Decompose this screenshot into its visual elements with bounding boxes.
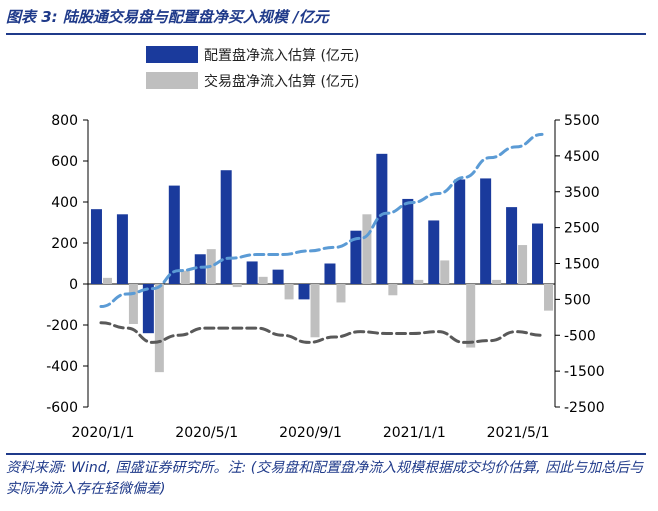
allocation-bar xyxy=(168,185,180,284)
allocation-bar xyxy=(298,284,310,300)
trading-bar xyxy=(232,284,242,288)
allocation-bar xyxy=(480,178,492,284)
allocation-bar xyxy=(428,220,440,284)
trading-bar xyxy=(102,277,112,284)
right-tick-label: 1500 xyxy=(564,257,600,273)
right-tick-label: -1500 xyxy=(564,364,605,380)
right-tick-label: -2500 xyxy=(564,400,605,416)
allocation-bar xyxy=(402,198,414,284)
allocation-bar xyxy=(454,179,466,284)
x-tick-label: 2020/1/1 xyxy=(72,425,135,441)
legend-label-trading: 交易盘净流入估算 (亿元) xyxy=(204,73,359,90)
cumulative-lines xyxy=(99,132,544,344)
x-tick-label: 2021/1/1 xyxy=(383,425,446,441)
trading-bar xyxy=(362,214,372,284)
axes: -600 -400 -200 0 200 400 600 800 -2500 -1500 -500 5… xyxy=(46,113,604,441)
footer-divider xyxy=(6,453,646,455)
trading-bar xyxy=(466,284,476,348)
trading-bar xyxy=(492,279,502,284)
legend-swatch-trading xyxy=(146,72,198,89)
cumulative-allocation-line xyxy=(99,132,544,309)
title-divider xyxy=(6,33,646,35)
trading-bar xyxy=(284,284,294,300)
allocation-bar xyxy=(506,207,518,284)
trading-bar xyxy=(258,276,268,284)
allocation-bar xyxy=(142,284,154,334)
left-tick-label: -600 xyxy=(46,400,78,416)
chart-title: 图表 3: 陆股通交易盘与配置盘净买入规模 /亿元 xyxy=(6,8,329,26)
allocation-bar xyxy=(194,254,206,284)
trading-bar xyxy=(310,284,320,338)
x-tick-label: 2020/9/1 xyxy=(279,425,342,441)
left-tick-label: 200 xyxy=(51,236,78,252)
allocation-bar xyxy=(532,223,544,284)
trading-bar xyxy=(388,284,398,296)
allocation-bar xyxy=(350,230,362,284)
x-tick-label: 2021/5/1 xyxy=(487,425,550,441)
source-note: 资料来源: Wind, 国盛证券研究所。注: (交易盘和配置盘净流入规模根据成交… xyxy=(6,460,644,497)
right-tick-label: 500 xyxy=(564,292,591,308)
x-tick-label: 2020/5/1 xyxy=(175,425,238,441)
allocation-bar xyxy=(220,170,232,284)
legend-label-allocation: 配置盘净流入估算 (亿元) xyxy=(204,47,359,64)
legend: 配置盘净流入估算 (亿元) 交易盘净流入估算 (亿元) xyxy=(146,46,359,90)
left-tick-label: 800 xyxy=(51,113,78,129)
allocation-bar xyxy=(116,214,128,284)
trading-bar xyxy=(414,279,424,284)
allocation-bar xyxy=(324,263,336,284)
trading-bar xyxy=(336,284,346,303)
trading-bar xyxy=(128,284,138,324)
right-tick-label: 4500 xyxy=(564,149,600,165)
allocation-bar xyxy=(376,153,388,284)
allocation-bar xyxy=(246,261,258,284)
legend-swatch-allocation xyxy=(146,46,198,63)
left-tick-label: -400 xyxy=(46,359,78,375)
trading-bar xyxy=(154,284,164,373)
cumulative-trading-line xyxy=(99,321,544,344)
trading-bar xyxy=(544,284,554,311)
right-tick-label: 5500 xyxy=(564,113,600,129)
trading-bar xyxy=(440,260,450,284)
right-tick-label: 2500 xyxy=(564,221,600,237)
trading-bar xyxy=(518,245,528,284)
left-tick-label: 400 xyxy=(51,195,78,211)
right-tick-label: -500 xyxy=(564,328,596,344)
allocation-bar xyxy=(90,209,102,284)
left-tick-label: -200 xyxy=(46,318,78,334)
left-tick-label: 0 xyxy=(69,277,78,293)
trading-bar xyxy=(180,270,190,284)
allocation-bar xyxy=(272,269,284,284)
left-tick-label: 600 xyxy=(51,154,78,170)
right-tick-label: 3500 xyxy=(564,185,600,201)
